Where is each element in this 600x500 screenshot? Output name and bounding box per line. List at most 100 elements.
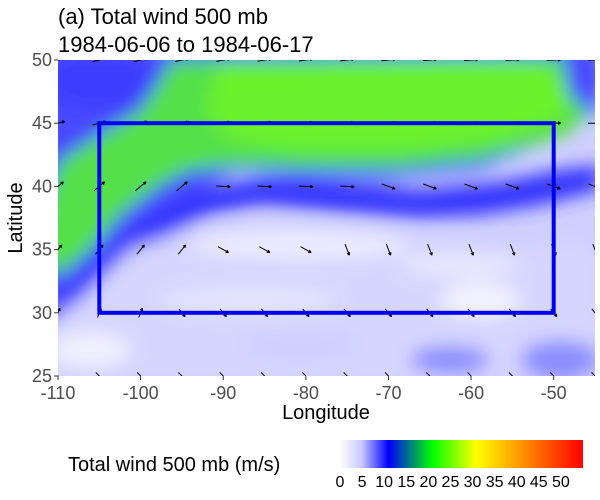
wind-vector-head (389, 377, 392, 380)
y-tick-label: 40 (32, 176, 52, 196)
wind-vector (591, 308, 595, 314)
colorbar-tick-label: 40 (508, 474, 526, 491)
wind-vector-head (103, 60, 105, 61)
wind-vector-head (595, 314, 598, 317)
wind-vector-head (268, 184, 272, 189)
wind-vector (217, 246, 229, 253)
x-axis-ticks: -110 -100 -90 -80 -70 -60 -50 (41, 376, 567, 403)
x-tick-label: -70 (375, 383, 401, 403)
wind-vector (427, 243, 433, 256)
wind-vector-head (515, 186, 520, 190)
colorbar-tick-label: 35 (486, 474, 504, 491)
wind-vector (591, 372, 595, 376)
colorbar-tick-label: 5 (358, 474, 367, 491)
wind-vector-head (516, 60, 520, 62)
wind-vector (509, 243, 516, 256)
wind-vector (508, 372, 514, 376)
wind-vector (298, 185, 313, 188)
wind-vector (464, 60, 479, 61)
wind-vector-head (141, 377, 144, 380)
wind-vector-head (388, 252, 392, 256)
wind-vector (257, 60, 268, 62)
x-tick-label: -100 (123, 383, 159, 403)
colorbar-tick-label: 15 (397, 474, 415, 491)
colorbar-tick-label: 45 (530, 474, 548, 491)
y-tick-label: 45 (32, 113, 52, 133)
wind-vector-head (58, 244, 63, 248)
wind-vector-head (183, 377, 186, 380)
wind-vector-head (224, 377, 227, 380)
wind-vector-head (139, 307, 144, 312)
wind-vector-head (59, 377, 62, 380)
wind-vector (340, 60, 352, 62)
wind-vector (588, 183, 595, 187)
wind-vector-head (433, 186, 437, 190)
wind-vector-head (61, 120, 66, 124)
colorbar-tick-label: 20 (419, 474, 437, 491)
wind-vector-head (100, 377, 103, 380)
wind-vector (298, 60, 310, 62)
wind-vector-head (101, 181, 106, 185)
wind-vector (58, 307, 61, 315)
colorbar-tick-label: 10 (375, 474, 393, 491)
wind-vector (340, 185, 355, 188)
wind-vector (467, 372, 472, 376)
wind-vector-head (392, 60, 396, 62)
wind-vector (344, 243, 350, 256)
colorbar-tick-label: 50 (552, 474, 570, 491)
wind-vector-head (266, 249, 271, 253)
y-tick-label: 30 (32, 303, 52, 323)
wind-vector (219, 372, 224, 376)
wind-vector-head (472, 377, 475, 380)
x-axis-label: Longitude (282, 402, 370, 424)
wind-vector-head (594, 253, 595, 254)
wind-vector-head (470, 252, 475, 256)
wind-vector (422, 60, 436, 62)
wind-vector-head (553, 313, 558, 318)
wind-vector-head (268, 60, 271, 62)
x-tick-label: -90 (210, 383, 236, 403)
wind-vector (385, 243, 392, 256)
wind-vector-head (351, 60, 354, 62)
wind-vector-head (225, 249, 229, 253)
wind-vector (505, 183, 520, 190)
wind-vector-head (227, 60, 230, 61)
x-tick-label: -50 (541, 383, 567, 403)
wind-vector-head (309, 184, 314, 189)
wind-vector-head (554, 377, 557, 380)
wind-vector (425, 372, 431, 376)
wind-vector (343, 372, 348, 376)
wind-vector-head (142, 181, 147, 185)
y-axis-ticks: 25 30 35 40 45 50 (32, 50, 58, 386)
wind-vector (505, 60, 520, 61)
wind-vector-head (429, 252, 433, 256)
y-tick-label: 25 (32, 366, 52, 386)
wind-vector-head (60, 181, 64, 185)
wind-vector (592, 243, 595, 251)
wind-vector-head (391, 186, 396, 190)
colorbar (340, 440, 583, 468)
wind-vector (468, 243, 474, 256)
wind-vector-head (227, 184, 231, 189)
colorbar-title: Total wind 500 mb (m/s) (68, 454, 281, 476)
chart-title: (a) Total wind 500 mb (58, 4, 268, 29)
wind-vector (177, 244, 187, 255)
x-tick-label: -80 (293, 383, 319, 403)
wind-speed-field (58, 60, 595, 376)
wind-vector (216, 60, 226, 62)
wind-vector (134, 181, 147, 192)
y-tick-label: 50 (32, 50, 52, 70)
y-tick-label: 35 (32, 240, 52, 260)
wind-vector-head (557, 186, 561, 190)
wind-vector-head (184, 181, 188, 185)
wind-vector-head (596, 377, 599, 380)
wind-vector (259, 246, 271, 253)
wind-vector-head (186, 60, 188, 61)
wind-vector-head (348, 377, 351, 380)
wind-vector (176, 181, 188, 192)
wind-vector (136, 372, 142, 376)
wind-vector (549, 372, 555, 376)
wind-vector (174, 60, 185, 62)
wind-vector-head (306, 377, 309, 380)
